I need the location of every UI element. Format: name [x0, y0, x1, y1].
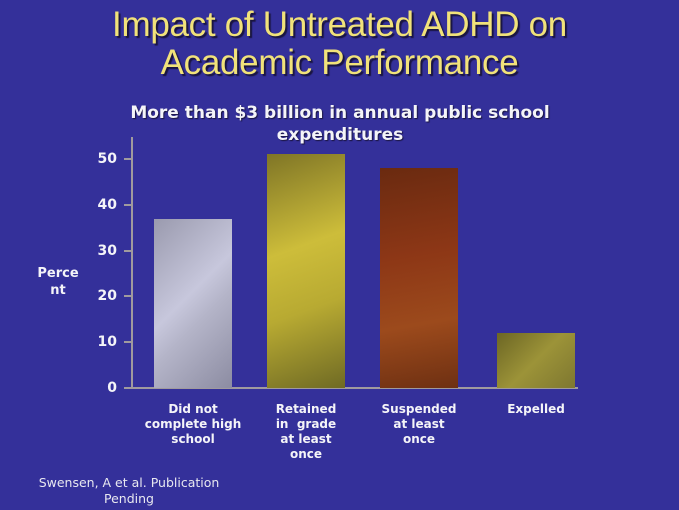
x-tick-label-line: school	[171, 432, 215, 446]
y-tick-mark	[124, 158, 132, 160]
bar-did-not-complete-high-school	[154, 218, 232, 388]
x-tick-label-line: once	[289, 447, 323, 461]
y-tick-label: 20	[97, 288, 117, 305]
x-axis	[131, 387, 578, 389]
subtitle-line-1: More than $3 billion in annual public sc…	[130, 103, 550, 123]
x-tick-label: Suspended at least once	[355, 402, 483, 447]
x-tick-label-line: in grade	[275, 417, 337, 431]
y-tick-label: 0	[107, 380, 117, 396]
source-citation: Swensen, A et al. Publication Pending	[24, 475, 234, 507]
y-tick-label: 40	[97, 196, 117, 213]
y-tick-mark	[124, 387, 132, 389]
y-tick-mark	[124, 341, 132, 344]
x-tick-label-line: at least	[393, 417, 445, 431]
x-tick-label: Retained in grade at least once	[242, 402, 370, 462]
y-axis	[131, 137, 133, 389]
x-tick-label-line: at least	[280, 432, 332, 446]
source-line-1: Swensen, A et al. Publication	[38, 475, 220, 490]
title-line-2: Academic Performance	[160, 43, 519, 82]
x-tick-label-line: Expelled	[507, 402, 565, 416]
x-tick-label: Expelled	[472, 402, 600, 417]
source-line-2: Pending	[104, 491, 154, 506]
x-tick-label: Did not complete high school	[129, 402, 257, 447]
y-axis-label-line-2: nt	[50, 283, 66, 298]
y-axis-label: Perce nt	[30, 265, 86, 299]
x-tick-label-line: complete high	[144, 417, 242, 431]
y-tick-label: 10	[97, 334, 117, 351]
chart-subtitle: More than $3 billion in annual public sc…	[90, 102, 590, 146]
x-tick-label-line: Retained	[275, 402, 337, 416]
bar-expelled	[497, 333, 575, 388]
x-tick-label-line: once	[402, 432, 436, 446]
x-tick-label-line: Suspended	[381, 402, 457, 416]
y-tick-label: 50	[97, 151, 117, 167]
y-tick-label: 30	[97, 242, 117, 259]
bar-retained-in-grade-at-least-once	[267, 154, 345, 388]
y-axis-label-line-1: Perce	[37, 266, 79, 281]
bar-suspended-at-least-once	[380, 168, 458, 388]
slide-title: Impact of Untreated ADHD on Academic Per…	[0, 6, 679, 82]
x-tick-label-line: Did not	[168, 402, 218, 416]
y-tick-mark	[124, 295, 132, 298]
title-line-1: Impact of Untreated ADHD on	[112, 5, 567, 44]
y-tick-mark	[124, 203, 132, 206]
subtitle-line-2: expenditures	[276, 125, 404, 145]
y-tick-mark	[124, 249, 132, 252]
